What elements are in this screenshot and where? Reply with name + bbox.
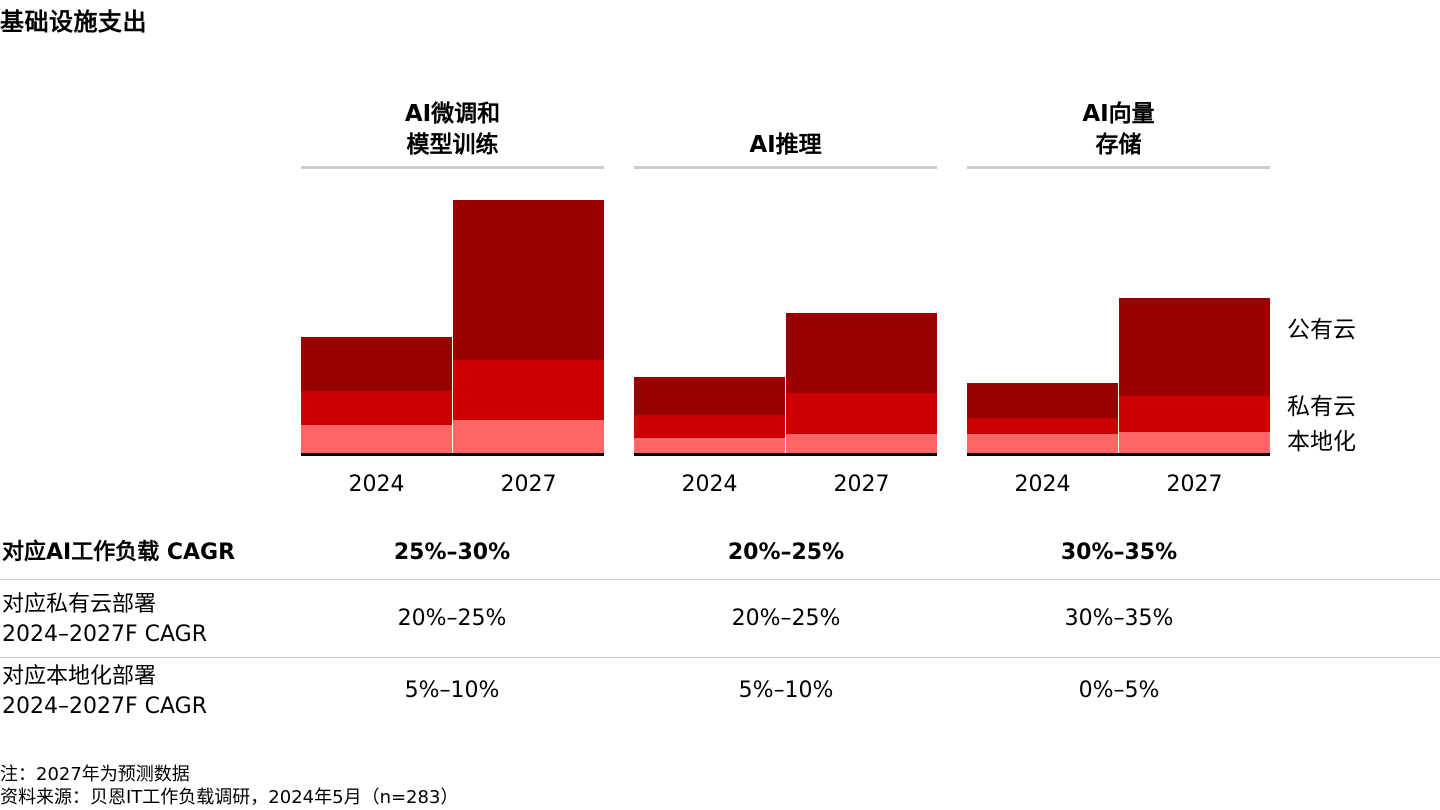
baseline xyxy=(967,453,1270,456)
bar-segment-private xyxy=(634,415,785,438)
x-tick-label: 2027 xyxy=(501,472,557,497)
legend-label-onprem: 本地化 xyxy=(1287,429,1356,455)
group-header-rule xyxy=(967,166,1270,169)
group-header-label: AI向量 xyxy=(1082,100,1154,127)
bar-segment-public xyxy=(1119,298,1270,396)
group-header-label: AI微调和 xyxy=(405,100,500,127)
bar-segment-public xyxy=(453,200,604,360)
group-header-rule xyxy=(634,166,937,169)
bar-segment-private xyxy=(301,391,452,425)
bar-segment-private xyxy=(786,393,937,434)
cell-private-group-3: 30%–35% xyxy=(1064,606,1174,631)
x-tick-label: 2024 xyxy=(682,472,738,497)
bar-segment-onprem xyxy=(301,425,452,453)
x-tick-label: 2024 xyxy=(349,472,405,497)
row-label-on-premise: 对应本地化部署 2024–2027F CAGR xyxy=(2,662,207,722)
row-label-line: 2024–2027F CAGR xyxy=(2,622,207,647)
cell-ai-workload-group-1: 25%–30% xyxy=(393,540,511,565)
baseline xyxy=(301,453,604,456)
bar-segment-public xyxy=(301,337,452,391)
bar-segment-onprem xyxy=(634,438,785,453)
cell-private-group-2: 20%–25% xyxy=(731,606,841,631)
bar-segment-public xyxy=(786,313,937,393)
table-divider xyxy=(0,579,1440,580)
legend-label-private: 私有云 xyxy=(1287,394,1356,420)
cell-onprem-group-1: 5%–10% xyxy=(404,678,500,703)
bar-segment-onprem xyxy=(786,434,937,453)
bar-segment-onprem xyxy=(967,434,1118,453)
baseline xyxy=(634,453,937,456)
row-label-line: 对应本地化部署 xyxy=(2,664,157,689)
cell-ai-workload-group-2: 20%–25% xyxy=(727,540,845,565)
x-tick-label: 2024 xyxy=(1015,472,1071,497)
x-tick-label: 2027 xyxy=(1167,472,1223,497)
bar-segment-private xyxy=(967,418,1118,434)
row-label-ai-workload-cagr: 对应AI工作负载 CAGR xyxy=(2,540,236,565)
group-header-label: 存储 xyxy=(1096,131,1142,158)
row-label-line: 对应私有云部署 xyxy=(2,592,157,617)
legend-label-public: 公有云 xyxy=(1287,317,1356,343)
chart-title: 基础设施支出 xyxy=(0,8,147,36)
bar-segment-private xyxy=(1119,396,1270,432)
cell-onprem-group-2: 5%–10% xyxy=(738,678,834,703)
group-header-rule xyxy=(301,166,604,169)
row-label-line: 2024–2027F CAGR xyxy=(2,694,207,719)
group-header-label: 模型训练 xyxy=(407,131,499,158)
cell-private-group-1: 20%–25% xyxy=(397,606,507,631)
x-tick-label: 2027 xyxy=(834,472,890,497)
group-header-label: AI推理 xyxy=(749,132,821,158)
bar-segment-public xyxy=(967,383,1118,418)
footnote: 注：2027年为预测数据 xyxy=(0,764,190,785)
source-note: 资料来源：贝恩IT工作负载调研，2024年5月（n=283） xyxy=(0,787,459,808)
bar-segment-private xyxy=(453,360,604,420)
bar-segment-onprem xyxy=(453,420,604,453)
cell-onprem-group-3: 0%–5% xyxy=(1078,678,1160,703)
table-divider xyxy=(0,657,1440,658)
cell-ai-workload-group-3: 30%–35% xyxy=(1060,540,1178,565)
bar-segment-onprem xyxy=(1119,432,1270,453)
row-label-private-cloud: 对应私有云部署 2024–2027F CAGR xyxy=(2,590,207,650)
bar-segment-public xyxy=(634,377,785,415)
